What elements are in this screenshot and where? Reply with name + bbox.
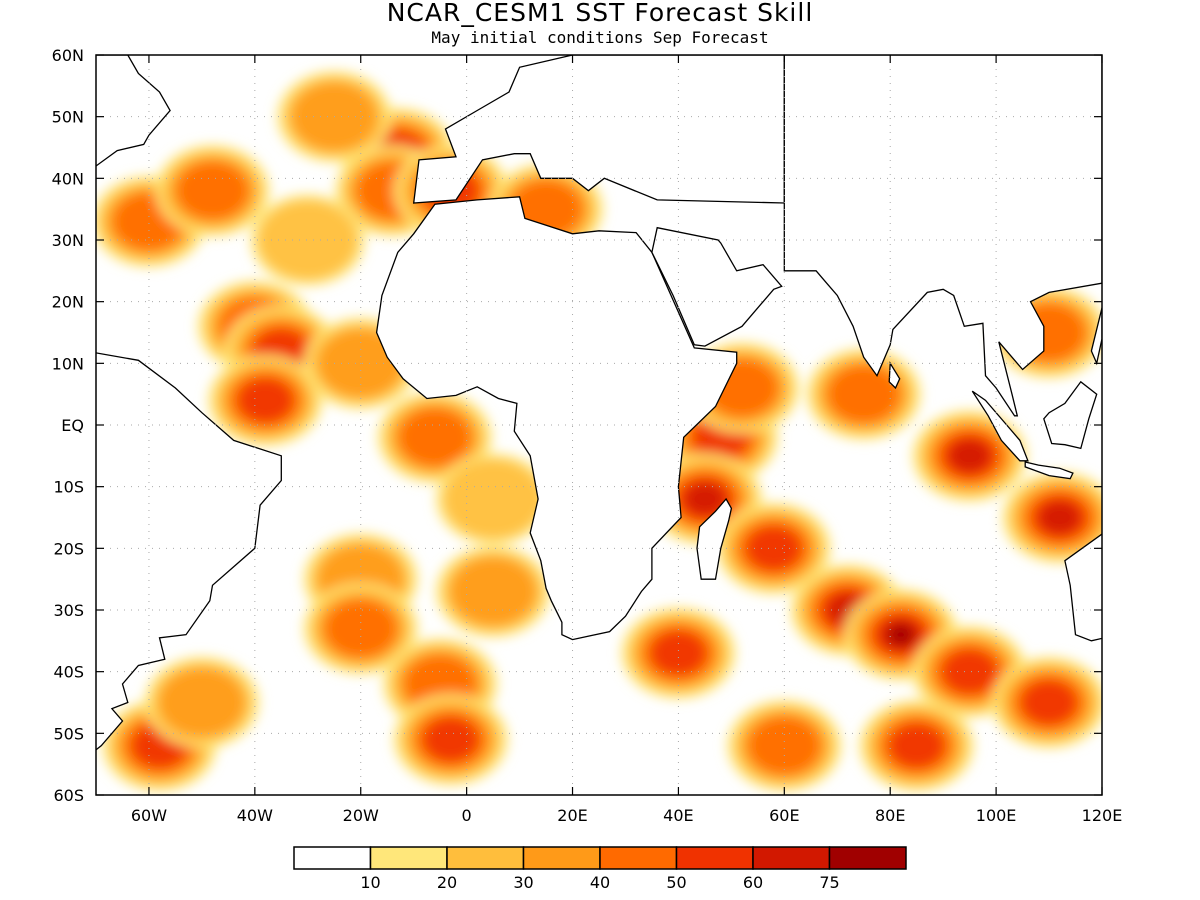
- lat-tick-label: 60N: [52, 46, 84, 65]
- skill-region: [325, 600, 396, 657]
- skill-region: [450, 557, 536, 626]
- skill-region: [443, 459, 544, 539]
- land-mass: [96, 55, 171, 167]
- lat-tick-label: EQ: [61, 416, 84, 435]
- skill-region: [237, 378, 293, 423]
- colorbar-label: 20: [437, 873, 457, 892]
- skill-region: [650, 631, 706, 676]
- skill-region: [889, 723, 945, 768]
- land-mass: [96, 352, 282, 751]
- land-mass: [888, 361, 901, 390]
- colorbar-label: 50: [666, 873, 686, 892]
- lon-tick-label: 60E: [769, 806, 799, 825]
- colorbar-swatch: [599, 846, 678, 870]
- skill-region: [399, 409, 470, 466]
- land-mass: [651, 226, 783, 347]
- lon-tick-label: 40E: [663, 806, 693, 825]
- skill-region: [828, 366, 899, 423]
- colorbar-swatch: [522, 846, 601, 870]
- colorbar-swatch: [675, 846, 754, 870]
- lat-tick-label: 20N: [52, 293, 84, 312]
- skill-region: [888, 624, 914, 645]
- skill-region: [177, 162, 248, 219]
- lon-tick-label: 120E: [1082, 806, 1123, 825]
- skill-region: [423, 717, 479, 762]
- chart-subtitle: May initial conditions Sep Forecast: [431, 28, 769, 47]
- lon-tick-label: 20W: [343, 806, 379, 825]
- chart-title: NCAR_CESM1 SST Forecast Skill: [386, 0, 814, 27]
- colorbar-label: 10: [360, 873, 380, 892]
- lat-tick-label: 10N: [52, 354, 84, 373]
- colorbar: 10 20 30 40 50 60 75: [293, 846, 907, 892]
- lon-tick-label: 20E: [557, 806, 587, 825]
- lat-tick-label: 50S: [53, 724, 84, 743]
- colorbar-swatch: [446, 846, 525, 870]
- lon-tick-label: 0: [462, 806, 472, 825]
- colorbar-label: 75: [819, 873, 839, 892]
- land-mass: [1064, 533, 1102, 642]
- colorbar-label: 60: [743, 873, 763, 892]
- colorbar-swatch: [293, 846, 372, 870]
- lon-tick-label: 40W: [237, 806, 273, 825]
- lat-tick-label: 40N: [52, 169, 84, 188]
- skill-region: [949, 439, 990, 472]
- land-mass: [1024, 461, 1074, 480]
- colorbar-swatch: [369, 846, 448, 870]
- lat-tick-label: 20S: [53, 539, 84, 558]
- colorbar-label: 40: [590, 873, 610, 892]
- colorbar-swatch: [828, 846, 907, 870]
- lat-tick-label: 40S: [53, 663, 84, 682]
- skill-region: [1039, 501, 1080, 534]
- skill-region: [749, 717, 820, 774]
- lon-tick-label: 100E: [976, 806, 1017, 825]
- colorbar-label: 30: [513, 873, 533, 892]
- colorbar-swatch: [752, 846, 831, 870]
- lat-tick-label: 30S: [53, 601, 84, 620]
- land-mass: [971, 390, 1029, 462]
- skill-region: [942, 649, 998, 694]
- lon-tick-label: 80E: [875, 806, 905, 825]
- lat-tick-label: 60S: [53, 786, 84, 805]
- latitude-axis: 60N 50N 40N 30N 20N 10N EQ 10S 20S 30S 40S 50S 60S: [52, 46, 1102, 805]
- lat-tick-label: 50N: [52, 108, 84, 127]
- longitude-axis: 60W 40W 20W 0 20E 40E 60E 80E 100E 120E: [131, 55, 1122, 825]
- lon-tick-label: 60W: [131, 806, 167, 825]
- lat-tick-label: 10S: [53, 478, 84, 497]
- land-mass: [1043, 380, 1098, 450]
- land-mass: [1090, 307, 1102, 366]
- skill-region: [1021, 680, 1077, 725]
- skill-region: [746, 526, 802, 571]
- land-mass: [783, 55, 1102, 417]
- lat-tick-label: 30N: [52, 231, 84, 250]
- land-mass: [412, 55, 785, 204]
- skill-region: [257, 200, 358, 280]
- skill-region: [159, 668, 245, 737]
- skill-region: [684, 483, 725, 515]
- land-mass: [696, 497, 733, 580]
